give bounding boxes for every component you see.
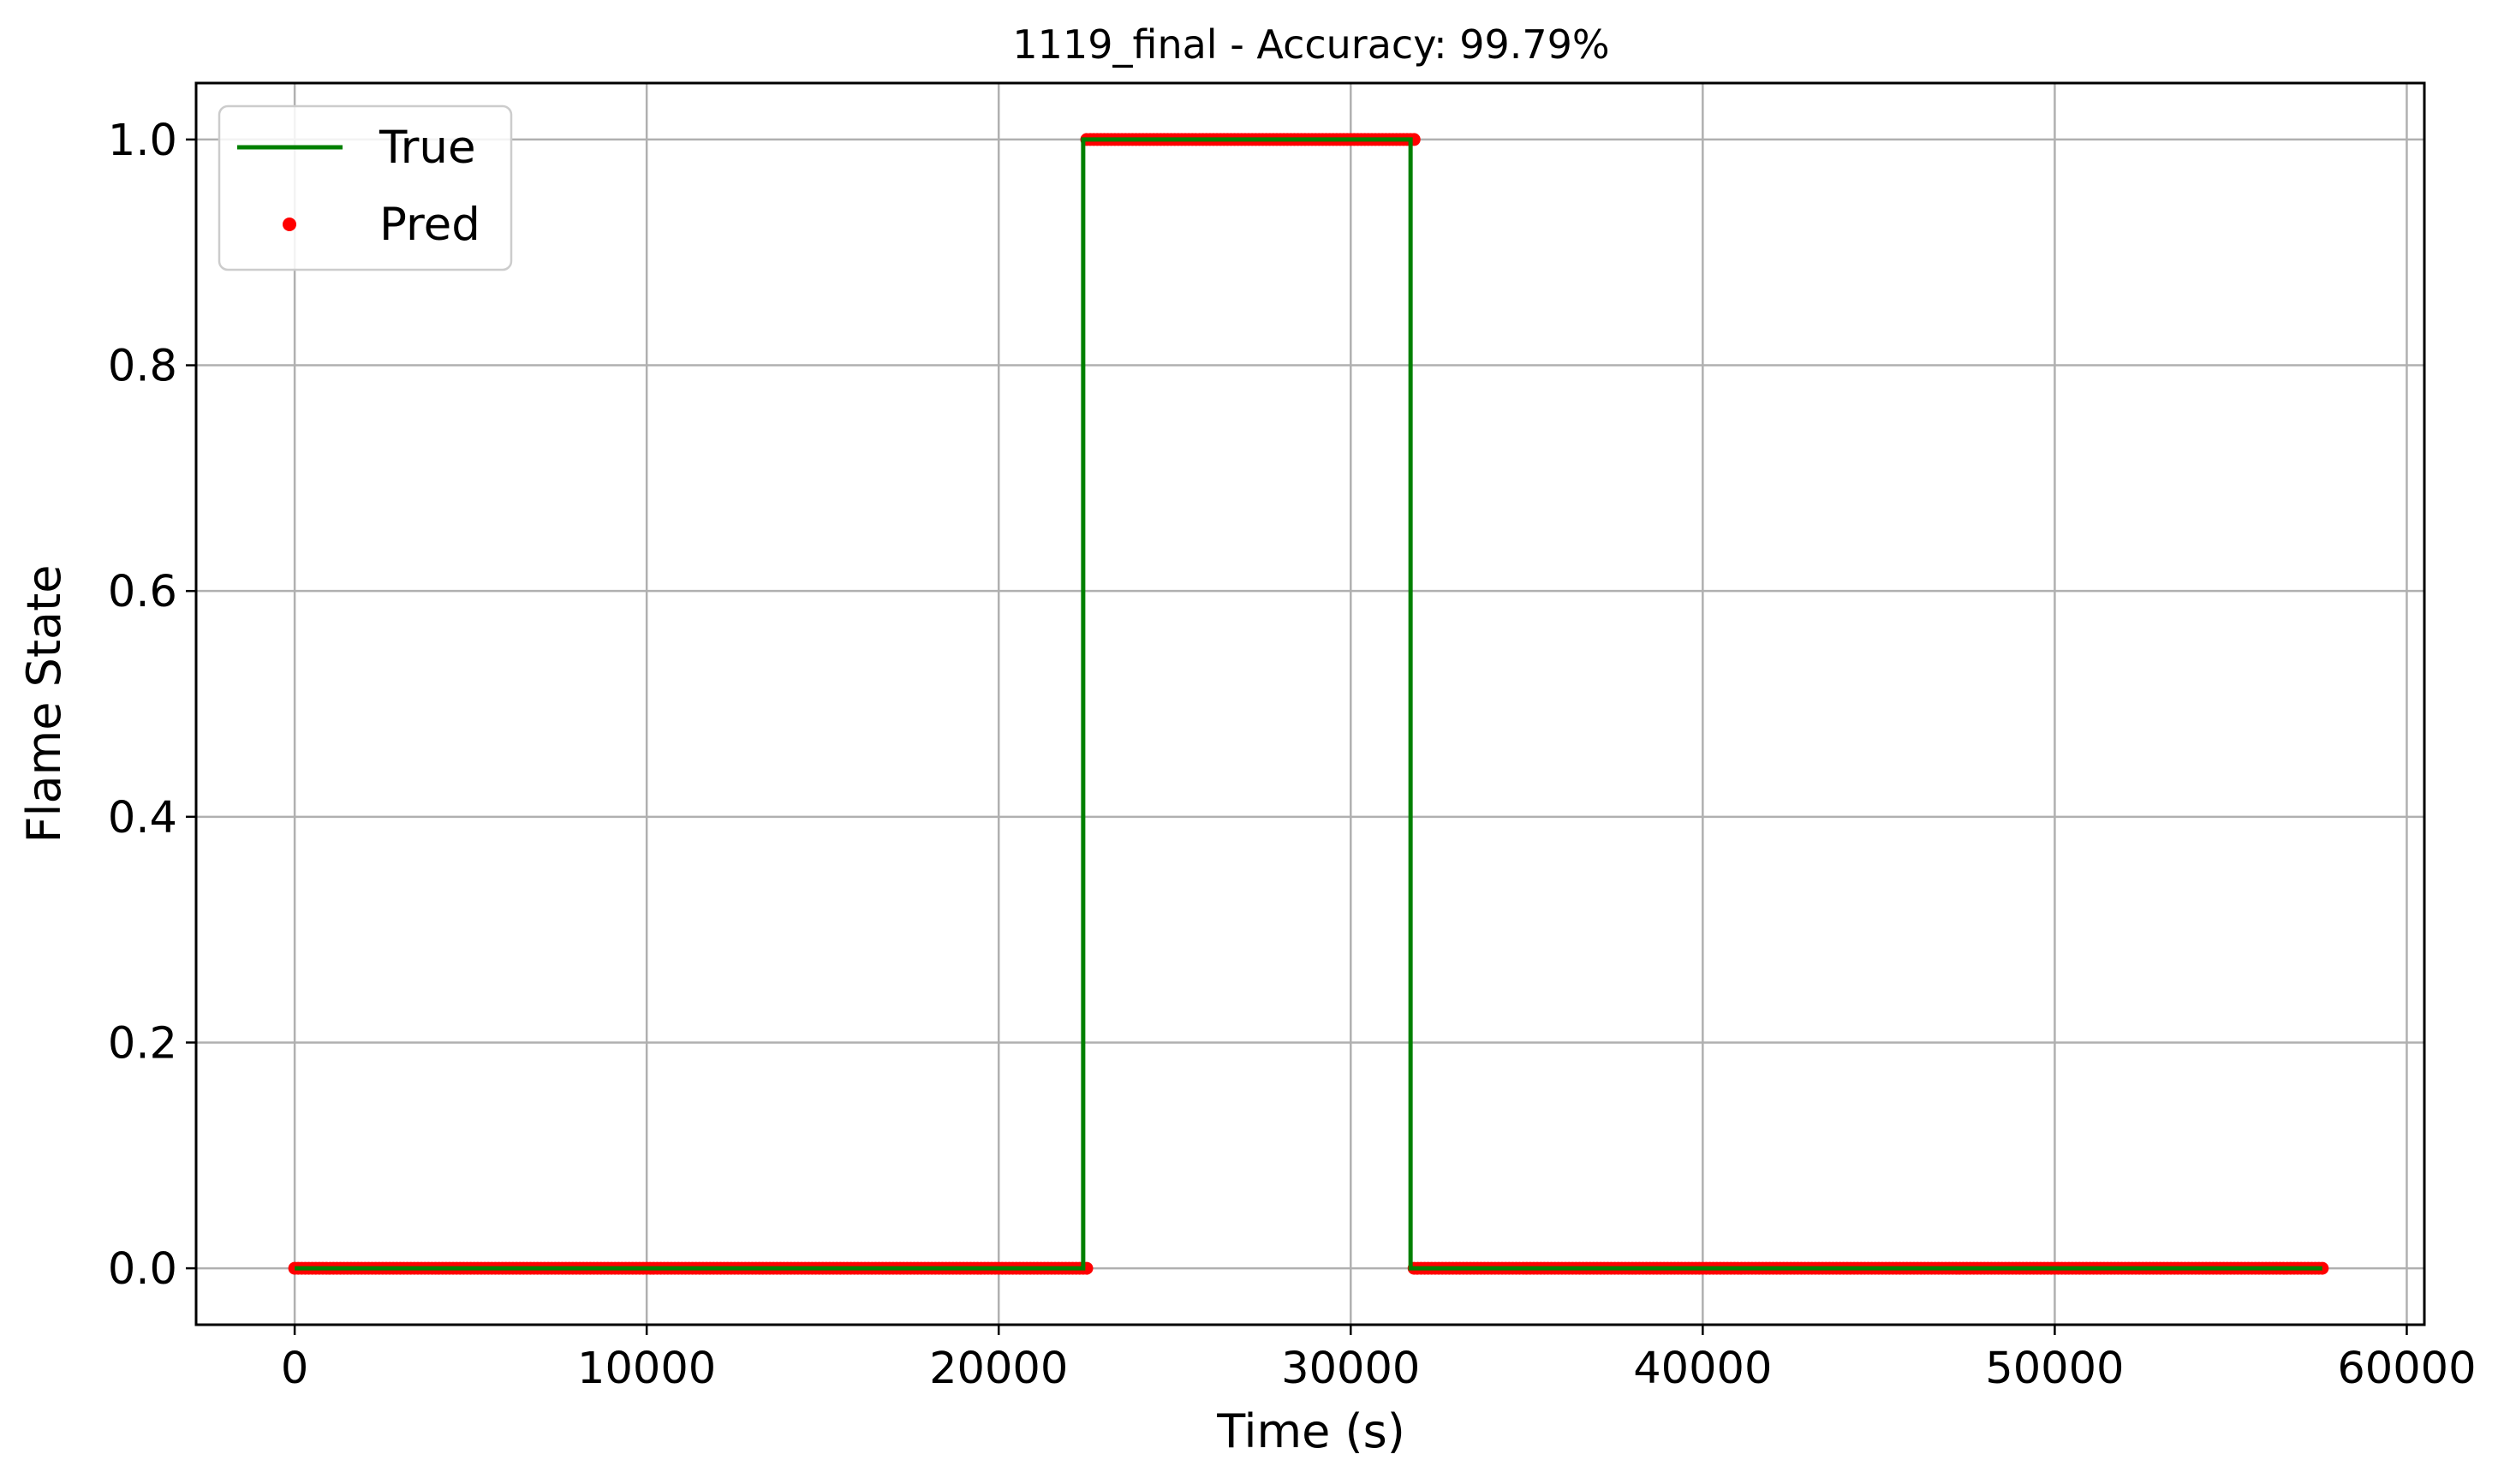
y-tick-label: 0.8	[108, 342, 177, 392]
x-tick-label: 50000	[1985, 1344, 2124, 1394]
y-tick-label: 0.6	[108, 567, 177, 617]
x-tick-label: 30000	[1281, 1344, 1420, 1394]
chart-title: 1119_final - Accuracy: 99.79%	[1012, 21, 1609, 68]
y-tick-label: 0.4	[108, 793, 177, 843]
legend-true-label: True	[379, 122, 476, 174]
y-axis-label: Flame State	[17, 564, 71, 843]
legend: True Pred	[218, 104, 513, 271]
x-tick-label: 0	[281, 1344, 308, 1394]
x-tick-label: 40000	[1633, 1344, 1772, 1394]
x-tick-label: 20000	[929, 1344, 1068, 1394]
legend-pred-label: Pred	[379, 199, 480, 251]
legend-pred-marker	[283, 218, 296, 231]
x-axis-label: Time (s)	[1216, 1404, 1405, 1458]
plot-frame	[194, 81, 2426, 1326]
x-tick-label: 10000	[577, 1344, 716, 1394]
y-tick-label: 1.0	[108, 116, 177, 166]
x-tick-label: 60000	[2337, 1344, 2476, 1394]
plot-data	[288, 133, 2329, 1275]
axis-ticks: 0 10000 20000 30000 40000 50000 60000 0.0 0.2 0.4…	[108, 116, 2477, 1394]
true-series-line	[295, 137, 2322, 1271]
y-tick-label: 0.0	[108, 1244, 177, 1295]
y-tick-label: 0.2	[108, 1018, 177, 1069]
